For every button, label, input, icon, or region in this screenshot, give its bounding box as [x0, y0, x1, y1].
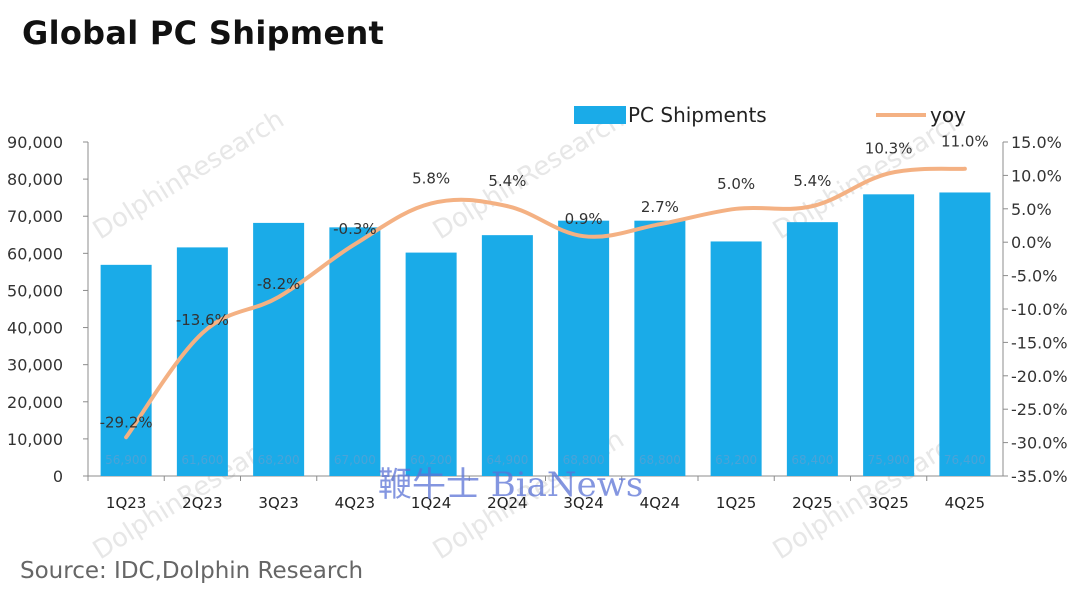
- bar-value-label: 67,000: [334, 453, 376, 467]
- bar: [939, 192, 991, 476]
- right-tick-label: -35.0%: [1011, 467, 1068, 486]
- x-tick-label: 3Q25: [868, 494, 908, 512]
- yoy-value-label: -29.2%: [100, 413, 153, 431]
- bar: [558, 220, 610, 476]
- right-tick-label: -5.0%: [1011, 267, 1057, 286]
- right-tick-label: 5.0%: [1011, 200, 1052, 219]
- yoy-value-label: 5.4%: [488, 172, 526, 190]
- right-tick-label: -15.0%: [1011, 333, 1068, 352]
- left-tick-label: 20,000: [7, 393, 63, 412]
- x-tick-label: 1Q25: [716, 494, 756, 512]
- right-tick-label: -20.0%: [1011, 367, 1068, 386]
- left-tick-label: 80,000: [7, 170, 63, 189]
- yoy-value-label: 0.9%: [565, 210, 603, 228]
- yoy-value-label: -13.6%: [176, 311, 229, 329]
- bar-value-label: 68,200: [258, 453, 300, 467]
- bars: [100, 192, 991, 476]
- legend-bar-swatch: [574, 106, 626, 124]
- bar-value-label: 76,400: [944, 453, 986, 467]
- bar: [176, 247, 228, 476]
- bar: [786, 222, 838, 476]
- left-tick-label: 70,000: [7, 207, 63, 226]
- x-tick-label: 3Q23: [258, 494, 298, 512]
- right-tick-label: 0.0%: [1011, 233, 1052, 252]
- bar: [710, 241, 762, 476]
- x-tick-label: 1Q23: [106, 494, 146, 512]
- left-tick-label: 90,000: [7, 133, 63, 152]
- x-tick-label: 2Q23: [182, 494, 222, 512]
- right-tick-label: -10.0%: [1011, 300, 1068, 319]
- bar-value-label: 68,800: [639, 453, 681, 467]
- left-tick-label: 40,000: [7, 319, 63, 338]
- bar: [634, 220, 686, 476]
- source-note: Source: IDC,Dolphin Research: [20, 558, 364, 584]
- yoy-value-label: 11.0%: [941, 133, 989, 151]
- legend: PC Shipments yoy: [574, 103, 966, 127]
- bar: [329, 227, 381, 476]
- bar-value-label: 68,400: [791, 453, 833, 467]
- bar: [100, 264, 152, 476]
- bar: [253, 222, 305, 476]
- yoy-value-label: 10.3%: [865, 139, 913, 157]
- legend-bar-label: PC Shipments: [628, 103, 767, 127]
- x-tick-label: 2Q25: [792, 494, 832, 512]
- bar: [863, 194, 915, 476]
- bar-value-label: 60,200: [410, 453, 452, 467]
- right-tick-label: 10.0%: [1011, 166, 1062, 185]
- x-tick-label: 1Q24: [411, 494, 451, 512]
- bar-value-label: 75,900: [868, 453, 910, 467]
- x-tick-label: 4Q25: [945, 494, 985, 512]
- right-tick-label: -30.0%: [1011, 434, 1068, 453]
- left-tick-label: 30,000: [7, 356, 63, 375]
- left-tick-label: 10,000: [7, 430, 63, 449]
- x-tick-label: 4Q24: [640, 494, 680, 512]
- right-tick-label: 15.0%: [1011, 133, 1062, 152]
- yoy-value-label: 5.8%: [412, 169, 450, 187]
- yoy-value-label: 5.0%: [717, 175, 755, 193]
- left-tick-label: 60,000: [7, 244, 63, 263]
- chart-title: Global PC Shipment: [22, 14, 385, 52]
- left-tick-label: 50,000: [7, 281, 63, 300]
- bar-labels: 56,900 61,600 68,200 67,000 60,200 64,900 68,8…: [105, 453, 986, 467]
- bar-value-label: 64,900: [486, 453, 528, 467]
- x-tick-label: 3Q24: [563, 494, 603, 512]
- bar: [481, 235, 533, 476]
- center-watermark: 鞭牛士 BiaNews: [378, 465, 643, 505]
- axes: 0 10,000 20,000 30,000 40,000 50,000 60,000 70,…: [7, 133, 1068, 512]
- legend-line-label: yoy: [930, 103, 966, 127]
- x-tick-label: 4Q23: [335, 494, 375, 512]
- bar: [405, 252, 457, 476]
- left-tick-label: 0: [53, 467, 63, 486]
- right-tick-label: -25.0%: [1011, 400, 1068, 419]
- bar-value-label: 61,600: [181, 453, 223, 467]
- yoy-value-label: -0.3%: [333, 220, 377, 238]
- yoy-line: [124, 166, 967, 440]
- x-tick-label: 2Q24: [487, 494, 527, 512]
- yoy-value-label: 5.4%: [793, 172, 831, 190]
- yoy-value-label: -8.2%: [257, 275, 301, 293]
- bar-value-label: 63,200: [715, 453, 757, 467]
- bar-value-label: 68,800: [563, 453, 605, 467]
- yoy-labels: -29.2% -13.6% -8.2% -0.3% 5.8% 5.4% 0.9% 2.7% 5.…: [100, 133, 989, 432]
- yoy-value-label: 2.7%: [641, 198, 679, 216]
- yoy-line-group: [124, 166, 967, 440]
- bar-value-label: 56,900: [105, 453, 147, 467]
